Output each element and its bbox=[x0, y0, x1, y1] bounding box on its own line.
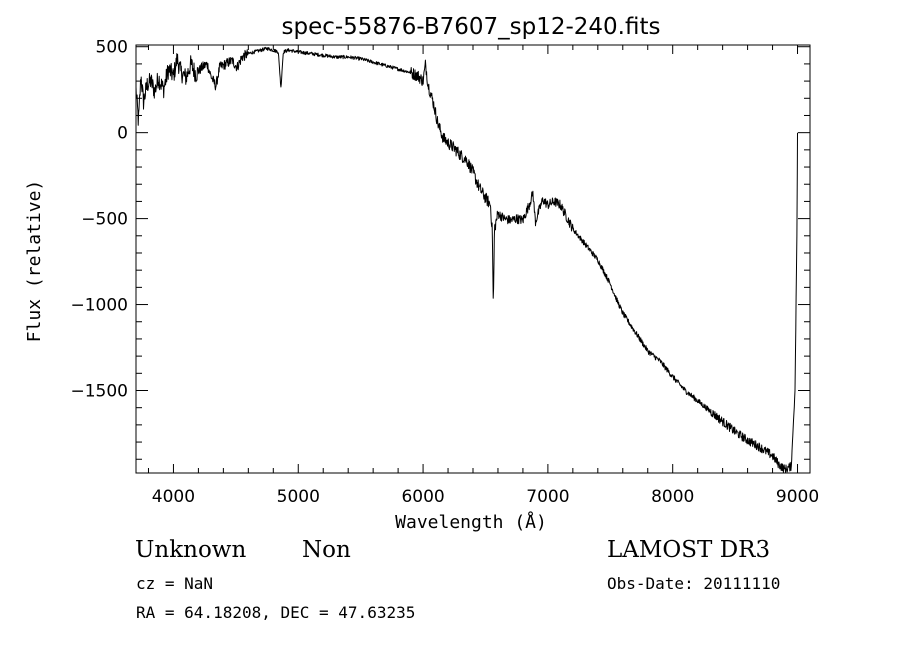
survey-name: LAMOST DR3 bbox=[607, 537, 771, 563]
obs-date: Obs-Date: 20111110 bbox=[607, 574, 781, 593]
object-subclass: Non bbox=[302, 537, 351, 563]
redshift-cz: cz = NaN bbox=[136, 574, 214, 593]
ra-dec-coordinates: RA = 64.18208, DEC = 47.63235 bbox=[136, 603, 416, 622]
x-axis-label: Wavelength (Å) bbox=[395, 511, 547, 533]
y-axis-label: Flux (relative) bbox=[24, 180, 45, 343]
chart-title: spec-55876-B7607_sp12-240.fits bbox=[282, 14, 661, 40]
x-tick-label: 8000 bbox=[651, 487, 694, 507]
y-tick-label: −1500 bbox=[70, 381, 128, 401]
x-axis: 4000 5000 6000 7000 8000 9000 bbox=[147, 45, 819, 507]
x-tick-label: 5000 bbox=[277, 487, 320, 507]
x-tick-label: 6000 bbox=[401, 487, 444, 507]
y-axis: 500 0 −500 −1000 −1500 bbox=[70, 38, 810, 460]
y-tick-label: 500 bbox=[96, 38, 128, 58]
y-tick-label: −500 bbox=[81, 210, 128, 230]
spectrum-line bbox=[135, 46, 798, 474]
y-tick-label: −1000 bbox=[70, 296, 128, 316]
x-tick-label: 7000 bbox=[526, 487, 569, 507]
x-tick-label: 9000 bbox=[776, 487, 819, 507]
y-tick-label: 0 bbox=[117, 124, 128, 144]
x-tick-label: 4000 bbox=[152, 487, 195, 507]
object-class: Unknown bbox=[135, 537, 247, 563]
